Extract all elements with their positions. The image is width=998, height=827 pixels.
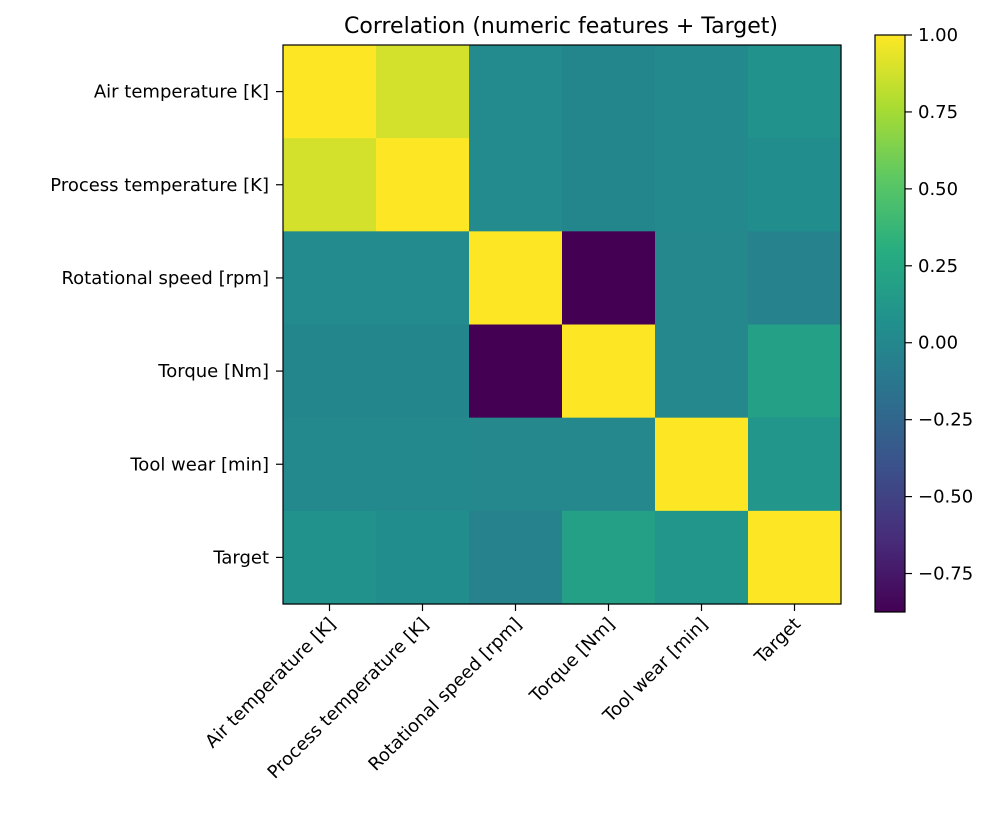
colorbar-tick-label: −0.50	[918, 487, 973, 508]
colorbar-ticks: 1.00 0.75 0.50 0.25 0.00 −0.25 −0.50 −0.75	[905, 25, 973, 585]
heatmap-cell	[283, 417, 377, 512]
heatmap-cell	[748, 510, 842, 605]
y-tick-labels: Air temperature [K] Process temperature […	[50, 82, 283, 568]
heatmap-cell	[562, 324, 656, 419]
heatmap-cell	[748, 231, 842, 326]
heatmap-cell	[562, 138, 656, 232]
heatmap-cell	[748, 324, 842, 419]
x-tick-labels: Air temperature [K]Process temperature […	[201, 604, 805, 783]
colorbar-gradient	[875, 35, 905, 612]
heatmap-cell	[376, 510, 470, 605]
heatmap-cell	[283, 324, 377, 419]
colorbar: 1.00 0.75 0.50 0.25 0.00 −0.25 −0.50 −0.75	[874, 25, 973, 613]
colorbar-frame	[874, 34, 906, 613]
heatmap-cell	[469, 231, 563, 326]
heatmap-cell	[283, 45, 377, 139]
heatmap-cell	[562, 417, 656, 512]
x-tick-label: Torque [Nm]	[525, 614, 619, 708]
colorbar-tick-label: 1.00	[918, 25, 958, 46]
heatmap-cell	[283, 138, 377, 232]
heatmap-cell	[562, 45, 656, 139]
y-tick-label: Process temperature [K]	[50, 175, 269, 196]
heatmap-cells	[283, 45, 842, 605]
heatmap-cell	[655, 45, 749, 139]
heatmap-cell	[376, 138, 470, 232]
heatmap-cell	[469, 324, 563, 419]
heatmap-cell	[469, 417, 563, 512]
plot-frame	[282, 44, 842, 605]
y-tick-label: Rotational speed [rpm]	[61, 268, 269, 289]
heatmap-cell	[655, 510, 749, 605]
x-tick-label: Target	[750, 614, 805, 669]
heatmap-cell	[376, 231, 470, 326]
colorbar-tick-label: −0.25	[918, 410, 973, 431]
colorbar-tick-label: −0.75	[918, 564, 973, 585]
colorbar-tick-label: 0.50	[918, 179, 958, 200]
colorbar-tick-label: 0.00	[918, 333, 958, 354]
heatmap-cell	[469, 510, 563, 605]
chart-title: Correlation (numeric features + Target)	[344, 14, 778, 39]
heatmap-cell	[469, 45, 563, 139]
heatmap-cell	[748, 417, 842, 512]
heatmap-cell	[655, 138, 749, 232]
heatmap-cell	[655, 231, 749, 326]
colorbar-tick-label: 0.25	[918, 256, 958, 277]
x-tick-label: Process temperature [K]	[264, 614, 434, 784]
y-tick-label: Torque [Nm]	[157, 361, 269, 382]
heatmap-cell	[655, 324, 749, 419]
heatmap-cell	[562, 231, 656, 326]
y-tick-label: Air temperature [K]	[94, 82, 269, 103]
y-tick-label: Tool wear [min]	[129, 454, 269, 475]
heatmap-cell	[748, 45, 842, 139]
heatmap-cell	[655, 417, 749, 512]
colorbar-tick-label: 0.75	[918, 102, 958, 123]
heatmap-cell	[748, 138, 842, 232]
heatmap-cell	[469, 138, 563, 232]
heatmap-cell	[376, 324, 470, 419]
x-tick-label: Rotational speed [rpm]	[364, 614, 526, 776]
heatmap-cell	[376, 45, 470, 139]
y-tick-label: Target	[212, 547, 269, 568]
heatmap-cell	[562, 510, 656, 605]
heatmap-cell	[376, 417, 470, 512]
heatmap-cell	[283, 510, 377, 605]
heatmap-cell	[283, 231, 377, 326]
